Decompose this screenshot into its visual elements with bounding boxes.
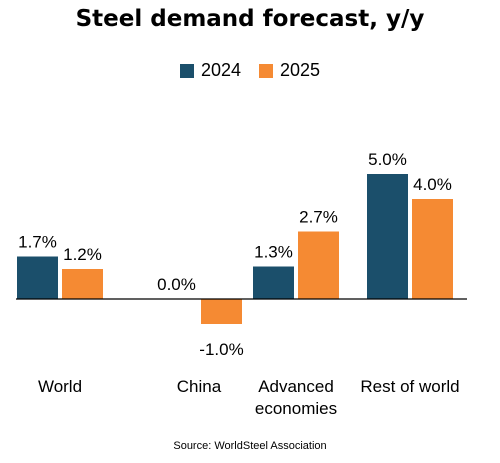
data-label-2024-rest-of-world: 5.0%: [368, 150, 407, 169]
bar-2025-china: [201, 299, 242, 324]
legend-item-2024: 2024: [179, 60, 241, 81]
data-label-2025-rest-of-world: 4.0%: [413, 175, 452, 194]
legend-swatch-2024: [179, 63, 194, 78]
legend-label-2025: 2025: [280, 60, 321, 80]
legend-label-2024: 2024: [200, 60, 241, 80]
bar-2025-world: [62, 269, 103, 299]
category-label: World: [38, 377, 82, 396]
data-label-2024-china: 0.0%: [157, 275, 196, 294]
bar-2025-rest-of-world: [412, 199, 453, 299]
legend-swatch-2025: [259, 63, 273, 78]
category-label: Advanced: [258, 377, 334, 396]
bar-2024-rest-of-world: [367, 174, 408, 299]
chart-title: Steel demand forecast, y/y: [75, 6, 425, 32]
data-label-2025-world: 1.2%: [63, 245, 102, 264]
data-label-2025-china: -1.0%: [199, 340, 243, 359]
legend: 2024 2025: [0, 60, 500, 81]
data-label-2024-world: 1.7%: [18, 233, 57, 252]
bar-2024-world: [17, 256, 58, 299]
category-label: economies: [255, 399, 337, 418]
data-label-2024-advanced-economies: 1.3%: [254, 243, 293, 262]
category-label: Rest of world: [360, 377, 459, 396]
category-label: China: [177, 377, 222, 396]
legend-item-2025: 2025: [259, 60, 320, 81]
bar-2025-advanced-economies: [298, 231, 339, 299]
bar-2024-advanced-economies: [253, 266, 294, 299]
source-note: Source: WorldSteel Association: [173, 440, 327, 452]
data-label-2025-advanced-economies: 2.7%: [299, 208, 338, 227]
